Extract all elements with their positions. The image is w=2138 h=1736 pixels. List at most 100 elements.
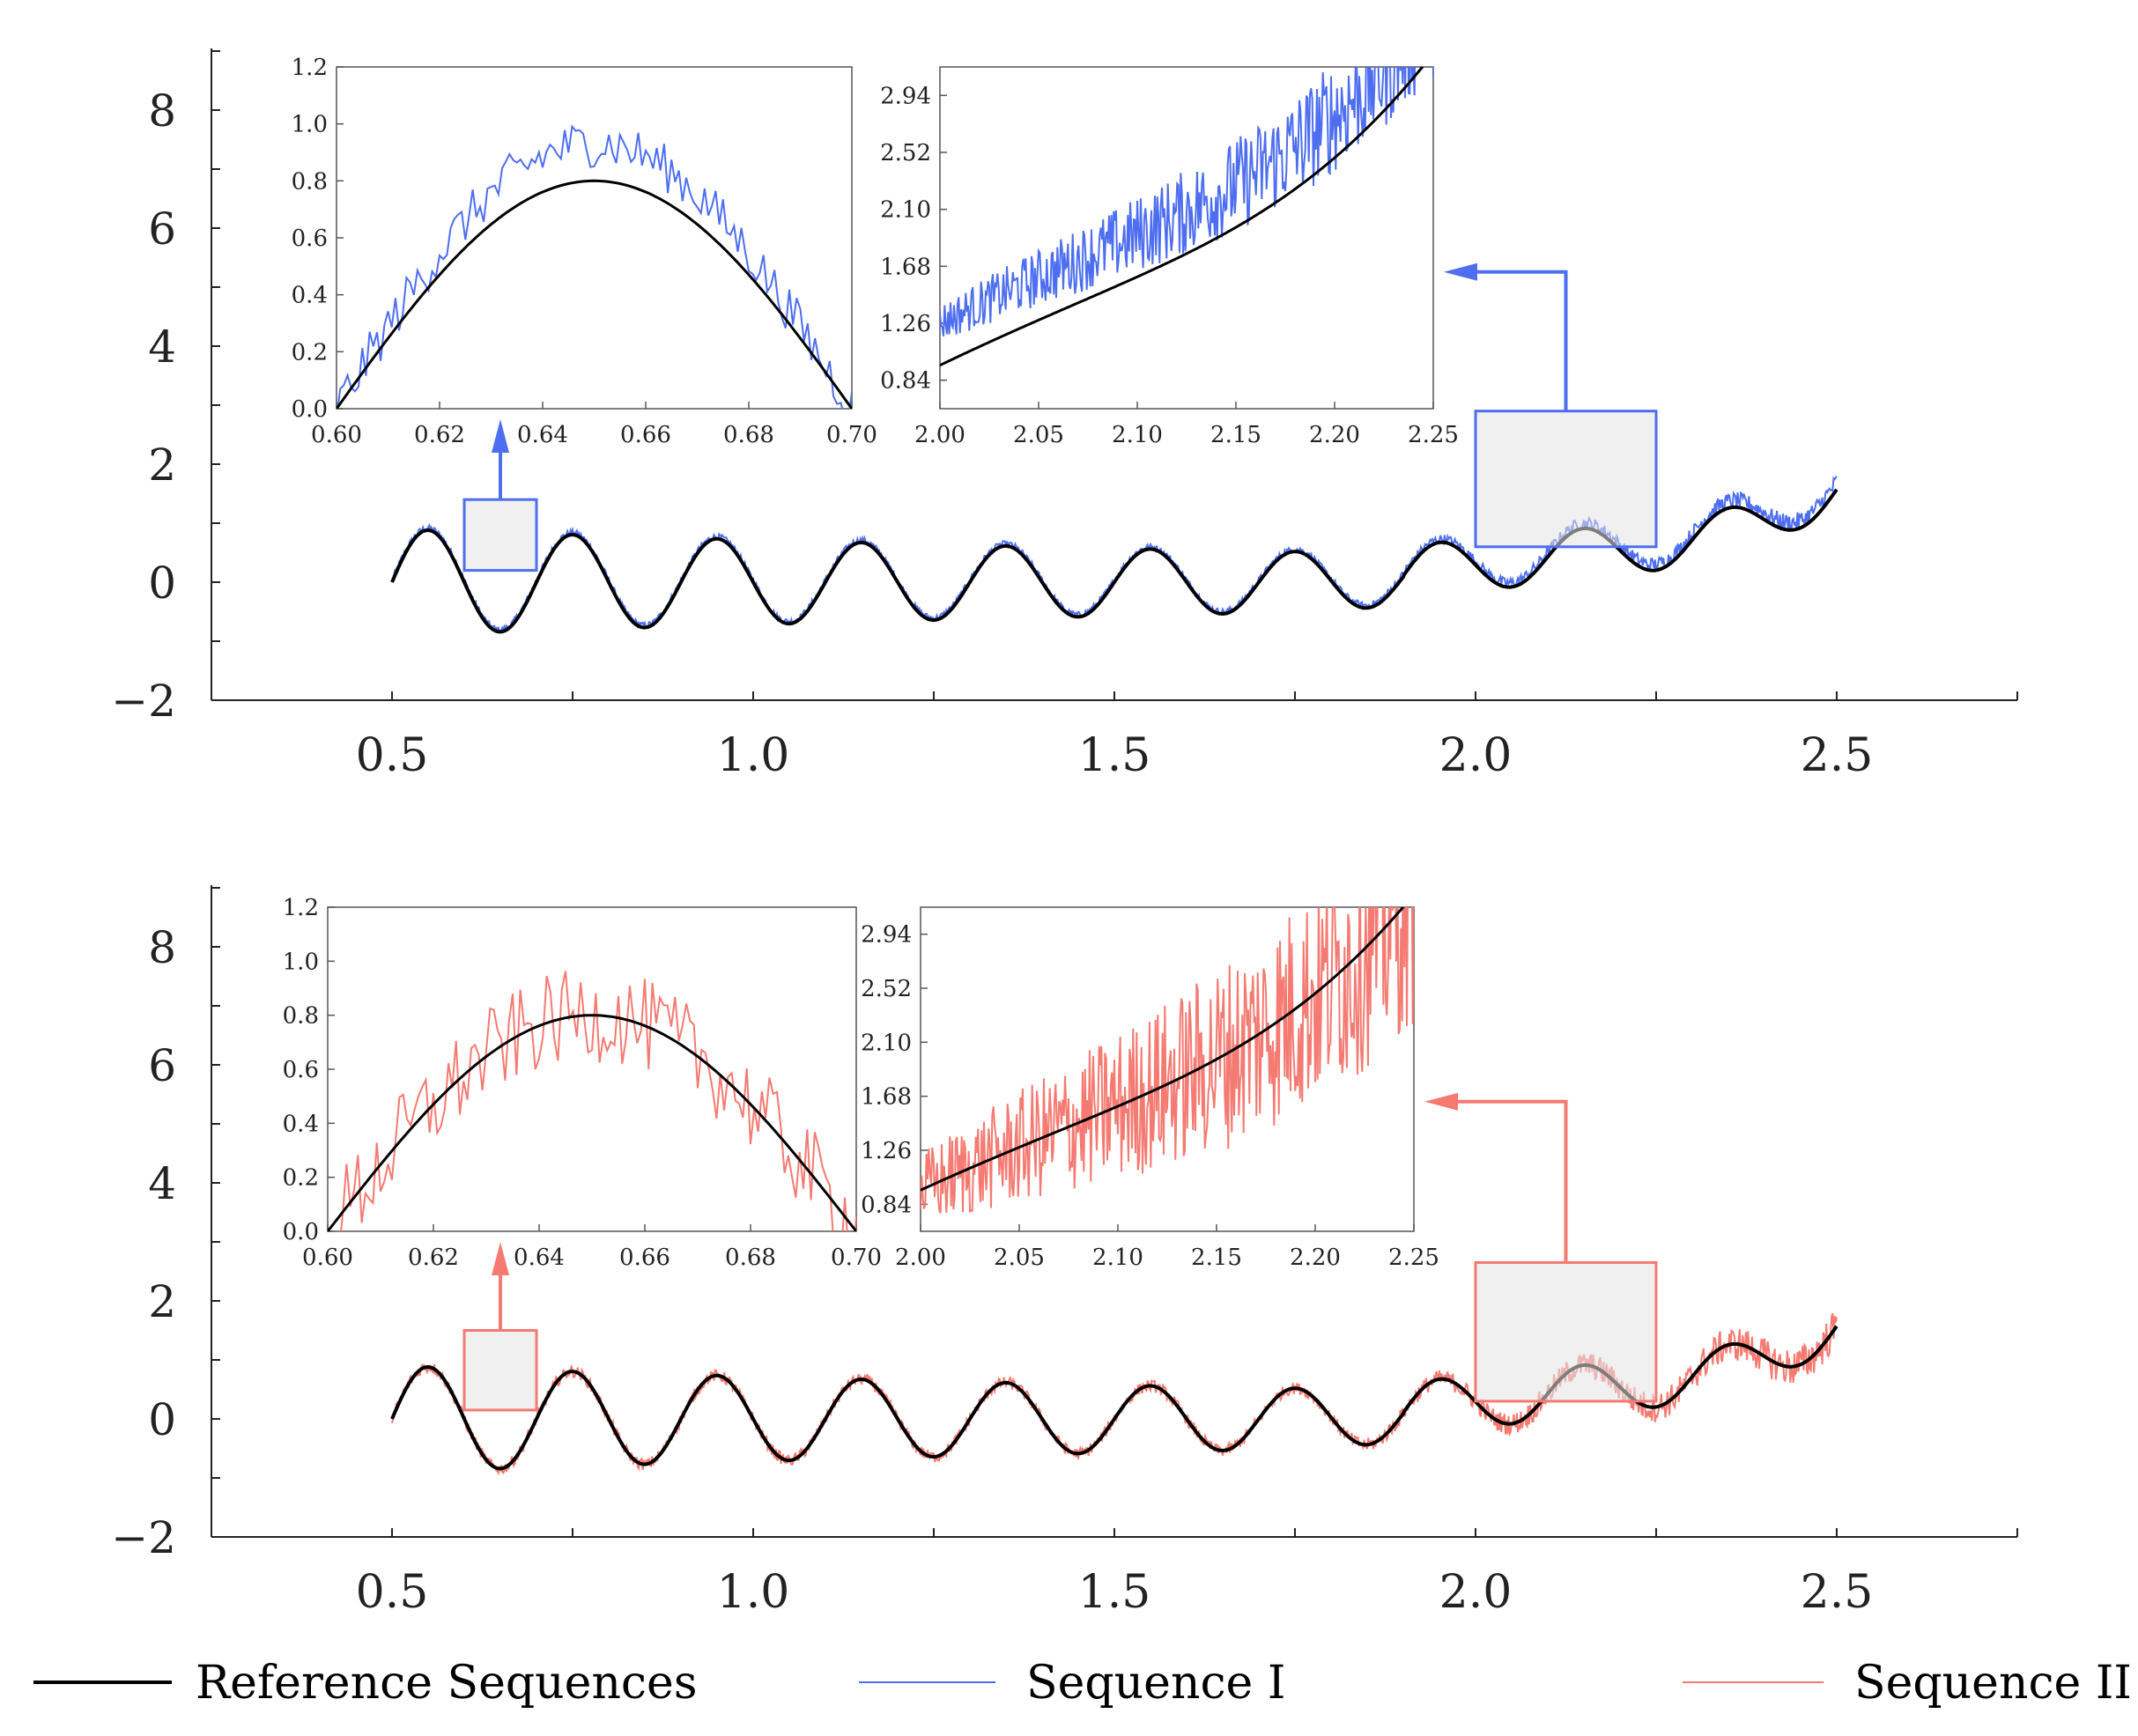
inset-x-tick-label: 0.70	[826, 422, 877, 448]
zoom-region-2	[1474, 1260, 1658, 1403]
zoom-arrowhead-2	[1424, 1092, 1458, 1111]
x-tick-label: 2.0	[1439, 1566, 1513, 1619]
inset-x-tick-label: 0.68	[725, 1245, 776, 1271]
inset-x-tick-label: 0.66	[619, 1245, 670, 1271]
inset-y-tick-label: 0.6	[283, 1057, 319, 1083]
inset-series-sequence1	[337, 124, 852, 409]
inset-x-tick-label: 0.64	[514, 1245, 565, 1271]
x-tick-label: 2.5	[1801, 1566, 1874, 1619]
inset-2: 2.00 2.05 2.10 2.15 2.20 2.25 2.94 2.52 2.10 1.68…	[880, 66, 1459, 448]
x-tick-label: 2.5	[1801, 729, 1874, 782]
inset-y-tick-label: 2.52	[880, 140, 931, 166]
x-tick-label: 0.5	[356, 1566, 429, 1619]
y-tick-label: 6	[148, 203, 176, 255]
inset-y-tick-label: 0.2	[283, 1165, 319, 1192]
inset-y-tick-label: 0.84	[861, 1192, 912, 1218]
x-tick-label: 1.0	[717, 729, 790, 782]
inset-x-tick-label: 0.62	[408, 1245, 459, 1271]
zoom-arrowhead-1	[492, 419, 509, 453]
inset-x-tick-label: 2.10	[1112, 422, 1163, 448]
zoom-region-1	[462, 1329, 538, 1412]
zoom-connector-2	[1477, 270, 1568, 411]
inset-y-tick-label: 0.4	[292, 283, 328, 309]
inset-x-tick-label: 2.15	[1210, 422, 1261, 448]
legend: Reference Sequences Sequence I Sequence II	[33, 1657, 2132, 1710]
inset-y-tick-label: 0.84	[880, 368, 931, 395]
inset-y-tick-label: 1.26	[880, 311, 931, 337]
inset-y-tick-label: 0.8	[292, 168, 328, 195]
inset-y-tick-label: 0.0	[292, 396, 328, 423]
inset-series-reference	[921, 907, 1405, 1192]
inset-series-reference	[337, 179, 852, 409]
inset-x-tick-label: 2.05	[1013, 422, 1064, 448]
inset-y-tick-label: 1.68	[861, 1084, 912, 1111]
inset-x-tick-label: 2.15	[1191, 1245, 1242, 1271]
inset-y-tick-label: 2.94	[861, 922, 912, 949]
chart-panel-2: 0.5 1.0 1.5 2.0 2.5 8 6 4 2 0 −2 0.60 0.62 0.64 0.66 0.…	[111, 885, 2018, 1619]
y-tick-label: 0	[148, 1394, 176, 1445]
inset-y-tick-label: 1.0	[283, 949, 319, 975]
x-tick-label: 1.5	[1078, 729, 1151, 782]
inset-x-tick-label: 2.20	[1309, 422, 1360, 448]
inset-y-tick-label: 0.4	[283, 1111, 319, 1137]
inset-series-sequence2	[340, 971, 856, 1231]
y-tick-label: 8	[148, 85, 176, 137]
inset-x-tick-label: 2.20	[1290, 1245, 1341, 1271]
inset-frame	[336, 66, 853, 410]
inset-x-tick-label: 2.25	[1408, 422, 1459, 448]
y-tick-label: 4	[148, 1158, 176, 1209]
inset-plot	[940, 67, 1433, 367]
inset-x-tick-label: 0.60	[302, 1245, 353, 1271]
x-tick-label: 2.0	[1439, 729, 1513, 782]
y-tick-label: 2	[148, 1276, 176, 1327]
inset-plot	[921, 907, 1414, 1214]
inset-y-tick-label: 2.94	[880, 83, 931, 109]
inset-y-tick-label: 0.2	[292, 339, 328, 366]
inset-plot	[337, 124, 852, 409]
y-tick-label: 8	[148, 922, 176, 973]
inset-frame	[327, 906, 857, 1232]
x-tick-label: 1.5	[1078, 1566, 1151, 1619]
inset-y-tick-label: 0.8	[283, 1003, 319, 1030]
inset-y-tick-label: 1.26	[861, 1138, 912, 1164]
y-tick-label: 6	[148, 1040, 176, 1091]
inset-1: 0.60 0.62 0.64 0.66 0.68 0.70 1.2 1.0 0.8 0.6 0.4 0…	[292, 55, 877, 448]
inset-x-tick-label: 2.00	[914, 422, 965, 448]
zoom-region-2	[1474, 410, 1658, 549]
inset-y-tick-label: 1.2	[292, 55, 328, 81]
y-tick-label: 2	[148, 440, 176, 491]
inset-x-tick-label: 0.60	[311, 422, 362, 448]
inset-x-tick-label: 0.68	[723, 422, 774, 448]
inset-series-sequence2	[921, 907, 1414, 1214]
inset-plot	[328, 971, 856, 1231]
inset-series-reference	[940, 67, 1424, 367]
inset-2: 2.00 2.05 2.10 2.15 2.20 2.25 2.94 2.52 2.10 1.68…	[861, 906, 1439, 1271]
inset-y-tick-label: 0.0	[283, 1219, 319, 1245]
inset-y-tick-label: 2.52	[861, 976, 912, 1002]
inset-x-tick-label: 0.66	[620, 422, 671, 448]
inset-frame	[920, 906, 1415, 1232]
legend-label-reference: Reference Sequences	[196, 1657, 698, 1710]
inset-x-tick-label: 2.10	[1092, 1245, 1143, 1271]
legend-label-sequence2: Sequence II	[1854, 1657, 2132, 1710]
inset-x-tick-label: 0.70	[831, 1245, 882, 1271]
zoom-arrowhead-2	[1444, 262, 1477, 281]
zoom-region-1	[462, 498, 538, 573]
inset-series-sequence1	[940, 67, 1433, 336]
inset-y-tick-label: 1.0	[292, 112, 328, 138]
inset-y-tick-label: 0.6	[292, 225, 328, 252]
inset-x-tick-label: 2.00	[895, 1245, 946, 1271]
inset-y-tick-label: 2.10	[861, 1030, 912, 1056]
inset-series-reference	[328, 1014, 856, 1231]
x-tick-label: 0.5	[356, 729, 429, 782]
y-tick-label: −2	[111, 676, 176, 727]
inset-x-tick-label: 2.05	[994, 1245, 1045, 1271]
inset-x-tick-label: 2.25	[1388, 1245, 1439, 1271]
inset-1: 0.60 0.62 0.64 0.66 0.68 0.70 1.2 1.0 0.8 0.6 0.4 0…	[283, 895, 882, 1271]
inset-x-tick-label: 0.62	[414, 422, 465, 448]
zoom-connector-2	[1458, 1099, 1568, 1263]
inset-x-tick-label: 0.64	[517, 422, 568, 448]
y-tick-label: −2	[111, 1512, 176, 1563]
